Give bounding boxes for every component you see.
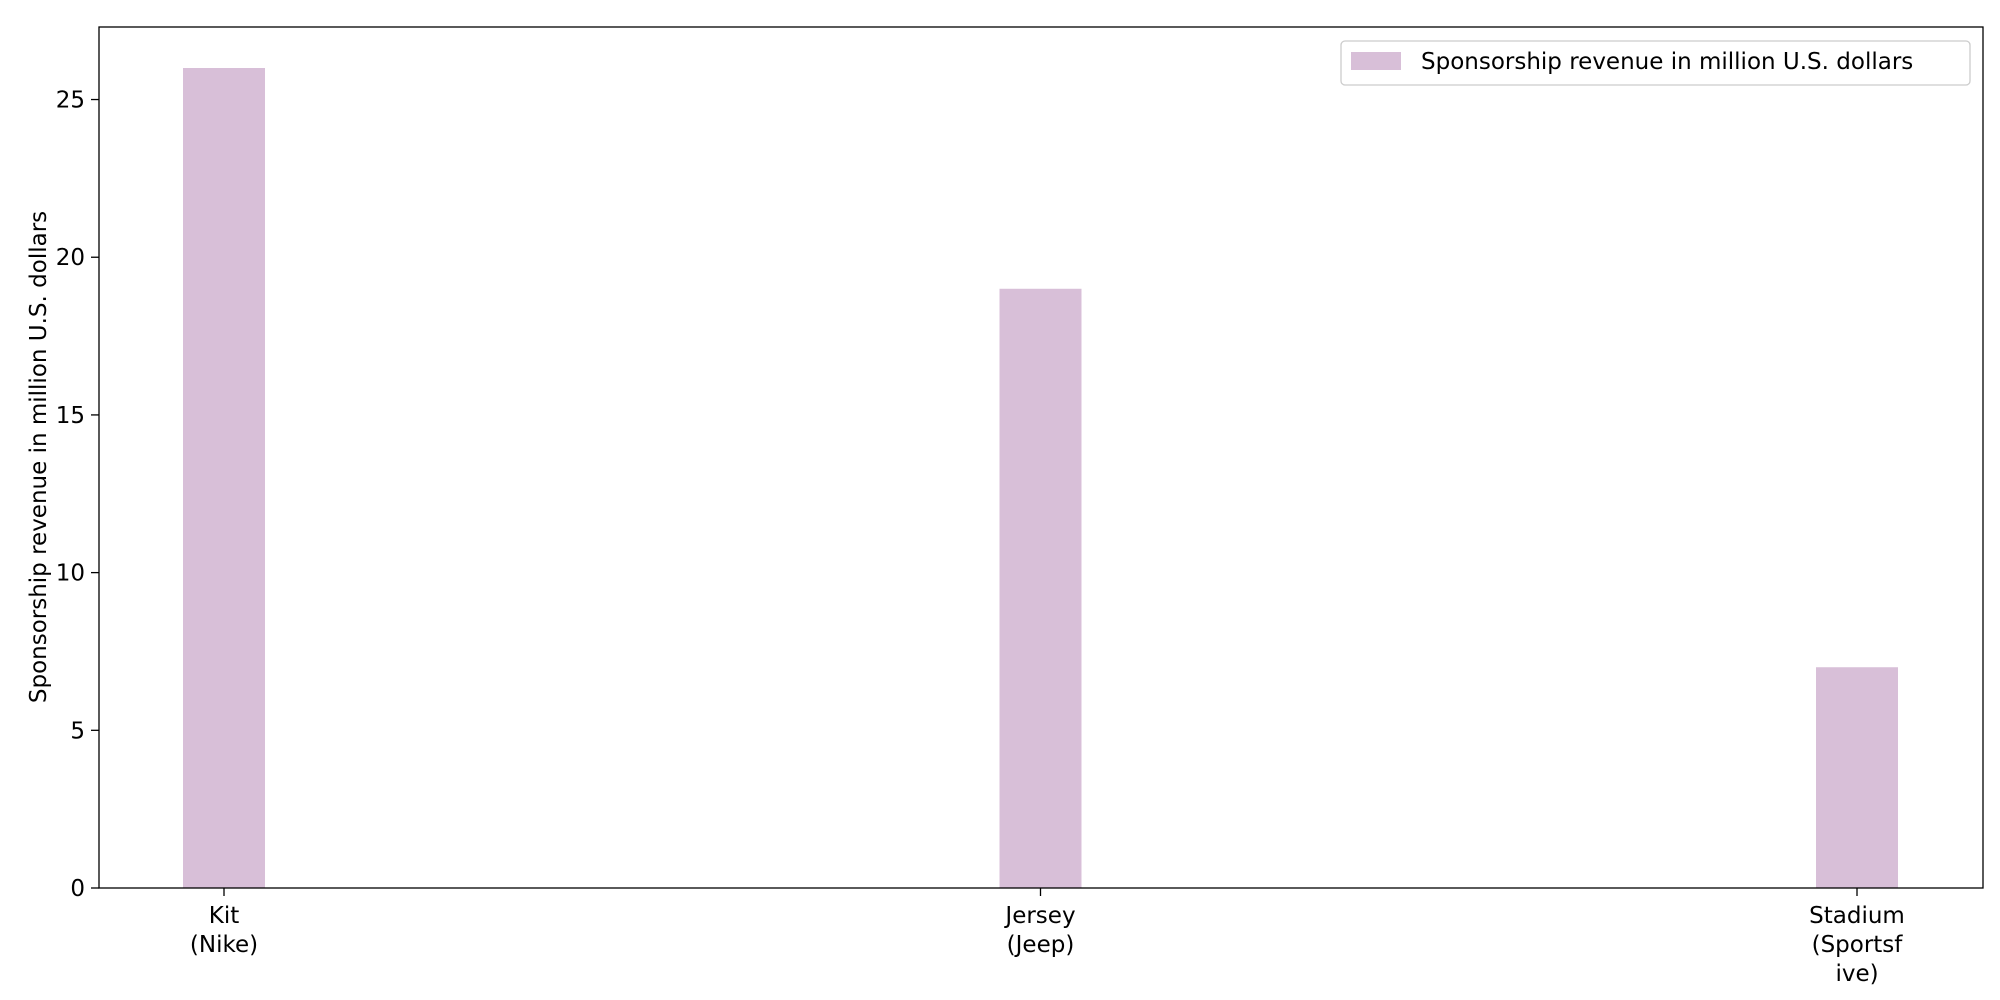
y-tick-label: 20 bbox=[56, 245, 85, 271]
x-tick-label-line: Stadium bbox=[1809, 903, 1905, 929]
x-tick-label-line: Jersey bbox=[1003, 903, 1075, 929]
x-tick-label-line: (Nike) bbox=[190, 932, 258, 958]
y-axis-label: Sponsorship revenue in million U.S. doll… bbox=[26, 211, 52, 703]
y-ticks-group: 0 5 10 15 20 25 bbox=[56, 88, 99, 902]
bar bbox=[183, 68, 265, 888]
x-tick-label: Jersey (Jeep) bbox=[1003, 903, 1075, 958]
x-tick-label-line: Kit bbox=[209, 903, 240, 929]
legend-box bbox=[1340, 40, 1971, 86]
plot-frame bbox=[98, 26, 1984, 889]
bars-group bbox=[183, 68, 1898, 888]
bar bbox=[1816, 667, 1898, 888]
x-tick-label-line: (Sportsf bbox=[1812, 932, 1904, 958]
y-tick-label: 5 bbox=[70, 718, 85, 744]
x-tick-label-line: (Jeep) bbox=[1007, 932, 1075, 958]
x-tick-label: Kit (Nike) bbox=[190, 903, 258, 958]
x-ticks-group: Kit (Nike) Jersey (Jeep) Stadium (Sportsf ive) bbox=[190, 888, 1905, 987]
y-tick-label: 0 bbox=[70, 876, 85, 902]
y-tick-label: 10 bbox=[56, 561, 85, 587]
legend-swatch bbox=[1351, 52, 1401, 70]
x-tick-label-line: ive) bbox=[1835, 961, 1878, 987]
x-tick-label: Stadium (Sportsf ive) bbox=[1809, 903, 1905, 987]
bar bbox=[999, 288, 1082, 888]
y-tick-label: 15 bbox=[56, 403, 85, 429]
legend-label: Sponsorship revenue in million U.S. doll… bbox=[1421, 49, 1913, 75]
legend: Sponsorship revenue in million U.S. doll… bbox=[1340, 40, 1971, 86]
y-tick-label: 25 bbox=[56, 88, 85, 114]
